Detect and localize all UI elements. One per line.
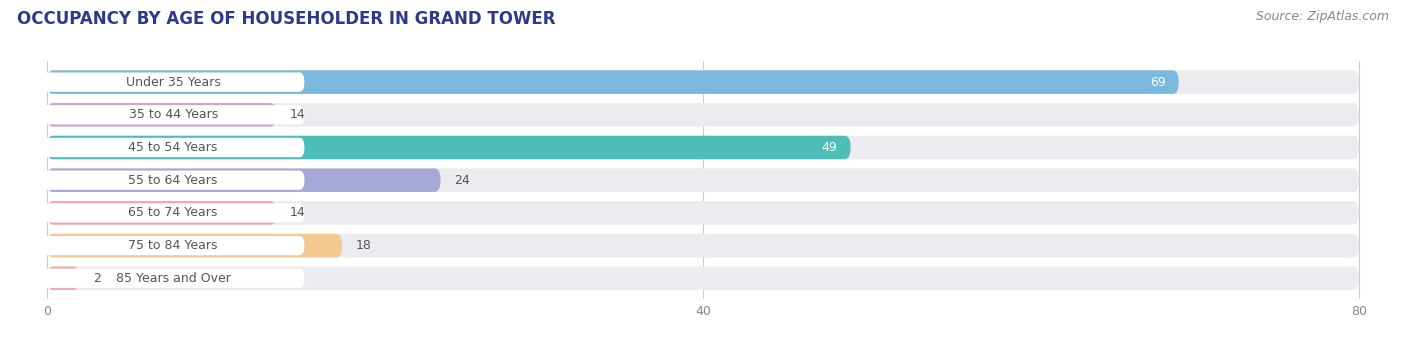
FancyBboxPatch shape <box>42 269 304 288</box>
FancyBboxPatch shape <box>42 203 304 223</box>
FancyBboxPatch shape <box>46 234 342 257</box>
FancyBboxPatch shape <box>46 70 1178 94</box>
Text: 14: 14 <box>290 206 305 219</box>
FancyBboxPatch shape <box>42 72 304 92</box>
FancyBboxPatch shape <box>46 70 1360 94</box>
Text: 55 to 64 Years: 55 to 64 Years <box>128 174 218 187</box>
Text: 18: 18 <box>356 239 371 252</box>
Text: 69: 69 <box>1150 75 1166 89</box>
FancyBboxPatch shape <box>42 236 304 255</box>
FancyBboxPatch shape <box>42 138 304 157</box>
Text: Under 35 Years: Under 35 Years <box>125 75 221 89</box>
Text: 75 to 84 Years: 75 to 84 Years <box>128 239 218 252</box>
FancyBboxPatch shape <box>46 267 80 290</box>
FancyBboxPatch shape <box>42 171 304 190</box>
Text: 24: 24 <box>454 174 470 187</box>
Text: 35 to 44 Years: 35 to 44 Years <box>128 108 218 121</box>
FancyBboxPatch shape <box>46 234 1360 257</box>
Text: 65 to 74 Years: 65 to 74 Years <box>128 206 218 219</box>
FancyBboxPatch shape <box>46 201 1360 225</box>
FancyBboxPatch shape <box>46 103 1360 126</box>
FancyBboxPatch shape <box>46 136 851 159</box>
FancyBboxPatch shape <box>46 136 1360 159</box>
Text: 49: 49 <box>821 141 838 154</box>
Text: 14: 14 <box>290 108 305 121</box>
Text: 85 Years and Over: 85 Years and Over <box>115 272 231 285</box>
FancyBboxPatch shape <box>42 105 304 124</box>
Text: Source: ZipAtlas.com: Source: ZipAtlas.com <box>1256 10 1389 23</box>
FancyBboxPatch shape <box>46 103 277 126</box>
FancyBboxPatch shape <box>46 168 440 192</box>
Text: 45 to 54 Years: 45 to 54 Years <box>128 141 218 154</box>
FancyBboxPatch shape <box>46 168 1360 192</box>
FancyBboxPatch shape <box>46 201 277 225</box>
FancyBboxPatch shape <box>46 267 1360 290</box>
Text: 2: 2 <box>93 272 101 285</box>
Text: OCCUPANCY BY AGE OF HOUSEHOLDER IN GRAND TOWER: OCCUPANCY BY AGE OF HOUSEHOLDER IN GRAND… <box>17 10 555 28</box>
